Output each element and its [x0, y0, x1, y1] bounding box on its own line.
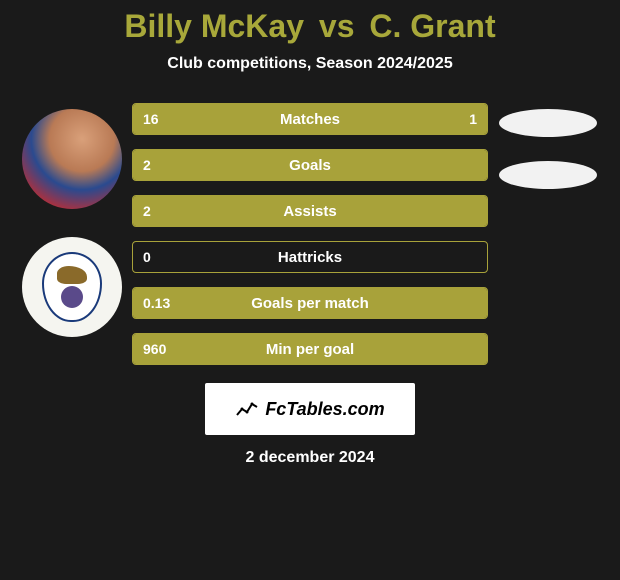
bar-value-left: 0: [143, 249, 151, 265]
bar-label: Goals per match: [251, 295, 369, 312]
stat-bar: 0.13 Goals per match: [132, 287, 488, 319]
stat-bar: 16 Matches 1: [132, 103, 488, 135]
placeholder-oval: [499, 161, 597, 189]
crest-bird-icon: [57, 266, 87, 284]
comparison-title: Billy McKay vs C. Grant: [124, 8, 495, 45]
bar-value-left: 2: [143, 157, 151, 173]
bar-value-left: 0.13: [143, 295, 170, 311]
infographic-container: Billy McKay vs C. Grant Club competition…: [0, 0, 620, 580]
bar-value-right: 1: [469, 111, 477, 127]
bar-label: Goals: [289, 157, 331, 174]
main-row: 16 Matches 1 2 Goals 2 Assists 0 Hattricks 0.13 Go…: [0, 103, 620, 365]
stats-column: 16 Matches 1 2 Goals 2 Assists 0 Hattricks 0.13 Go…: [132, 103, 488, 365]
stat-bar: 2 Goals: [132, 149, 488, 181]
team-crest-icon: [42, 252, 102, 322]
player1-avatar: [22, 109, 122, 209]
bar-label: Min per goal: [266, 341, 354, 358]
bar-label: Matches: [280, 111, 340, 128]
stat-bar: 0 Hattricks: [132, 241, 488, 273]
fctables-logo-icon: [235, 399, 259, 419]
placeholder-oval: [499, 109, 597, 137]
right-column: [488, 103, 608, 365]
stat-bar: 2 Assists: [132, 195, 488, 227]
branding-text: FcTables.com: [265, 399, 384, 420]
date-text: 2 december 2024: [246, 449, 375, 467]
branding-box: FcTables.com: [205, 383, 415, 435]
bar-value-left: 16: [143, 111, 159, 127]
crest-thistle-icon: [61, 286, 83, 308]
bar-label: Hattricks: [278, 249, 342, 266]
vs-text: vs: [319, 8, 355, 44]
avatar-column: [12, 103, 132, 365]
subtitle: Club competitions, Season 2024/2025: [167, 55, 452, 73]
team-crest-avatar: [22, 237, 122, 337]
bar-value-left: 960: [143, 341, 166, 357]
bar-value-left: 2: [143, 203, 151, 219]
player2-name: C. Grant: [369, 8, 495, 44]
player1-name: Billy McKay: [124, 8, 304, 44]
stat-bar: 960 Min per goal: [132, 333, 488, 365]
bar-label: Assists: [283, 203, 336, 220]
